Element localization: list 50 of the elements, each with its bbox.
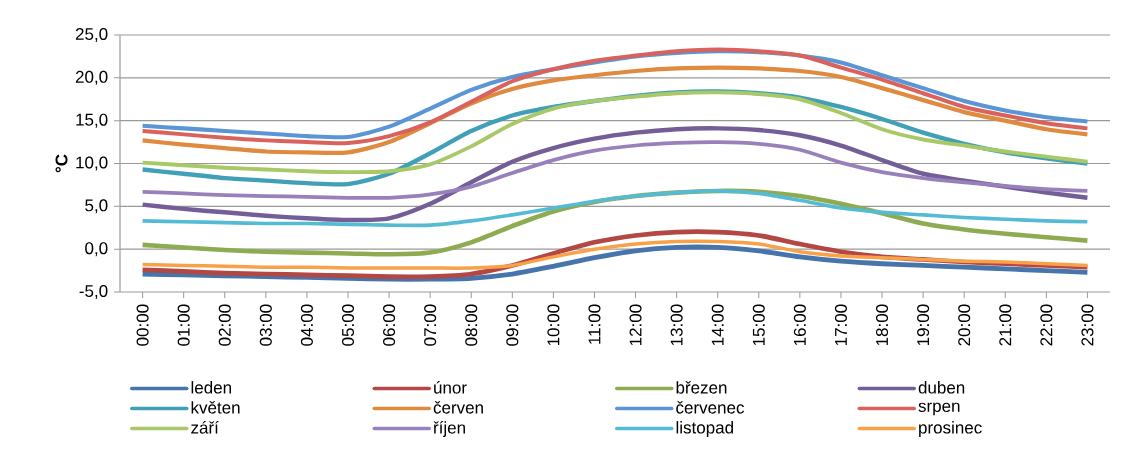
legend-label: říjen — [433, 421, 465, 438]
line-series — [140, 189, 1090, 228]
x-tick-label: 06:00 — [383, 304, 396, 346]
legend-label: březen — [676, 381, 727, 394]
x-tick-label: 08:00 — [465, 304, 478, 346]
line-series — [140, 239, 1090, 270]
x-tick-label: 18:00 — [876, 304, 889, 346]
x-tick-label: 00:00 — [136, 304, 149, 346]
x-tick-label: 19:00 — [917, 304, 930, 346]
legend-label: prosinec — [919, 421, 982, 437]
legend-label: leden — [191, 381, 231, 394]
legend-label: duben — [918, 381, 965, 394]
y-tick-label: 10,0 — [76, 156, 108, 171]
legend-label: listopad — [676, 421, 733, 437]
x-tick-label: 15:00 — [752, 304, 765, 346]
x-tick-label: 23:00 — [1081, 304, 1094, 346]
x-tick-label: 01:00 — [177, 304, 190, 346]
x-tick-label: 02:00 — [218, 304, 231, 346]
y-tick-label: 5,0 — [85, 199, 108, 214]
y-tick-label: 25,0 — [75, 27, 108, 43]
x-tick-label: 09:00 — [506, 304, 519, 346]
line-series — [140, 65, 1090, 156]
y-tick-label: 15,0 — [76, 113, 108, 128]
x-tick-label: 05:00 — [341, 304, 355, 346]
line-series — [140, 140, 1090, 200]
legend-label: srpen — [918, 402, 960, 416]
line-series — [140, 244, 1090, 282]
legend-label: únor — [434, 381, 467, 394]
x-tick-label: 04:00 — [300, 304, 313, 346]
y-tick-label: -5,0 — [79, 284, 108, 300]
legend-label: září — [191, 421, 219, 434]
x-tick-label: 16:00 — [793, 304, 806, 346]
legend-label: červenec — [676, 401, 745, 414]
x-tick-label: 03:00 — [259, 304, 272, 346]
x-tick-label: 17:00 — [834, 304, 847, 346]
y-tick-label: 0,0 — [85, 242, 108, 257]
legend-label: květen — [191, 401, 240, 414]
x-tick-label: 14:00 — [711, 304, 724, 346]
x-tick-label: 12:00 — [629, 304, 642, 346]
y-tick-label: 20,0 — [75, 70, 108, 85]
x-tick-label: 13:00 — [670, 304, 683, 346]
y-axis-title: °C — [55, 154, 68, 173]
x-tick-label: 22:00 — [1040, 304, 1053, 346]
x-tick-label: 20:00 — [958, 304, 971, 346]
x-tick-label: 11:00 — [588, 304, 601, 344]
x-tick-label: 07:00 — [424, 304, 437, 346]
x-tick-label: 21:00 — [999, 304, 1012, 346]
x-tick-label: 10:00 — [547, 304, 560, 346]
line-series — [140, 126, 1090, 223]
legend-label: červen — [433, 401, 483, 414]
